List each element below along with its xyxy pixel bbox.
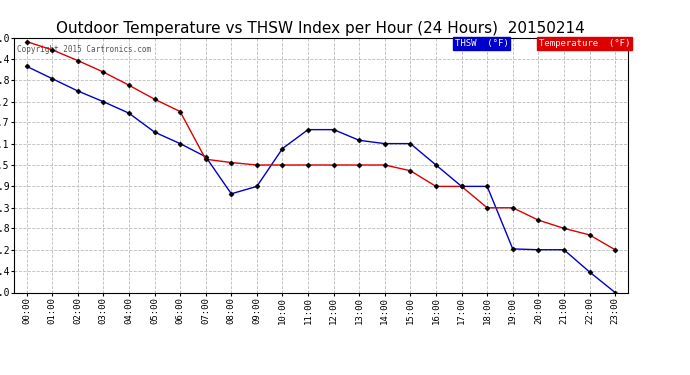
Text: THSW  (°F): THSW (°F) <box>455 39 509 48</box>
Text: Temperature  (°F): Temperature (°F) <box>539 39 630 48</box>
Title: Outdoor Temperature vs THSW Index per Hour (24 Hours)  20150214: Outdoor Temperature vs THSW Index per Ho… <box>57 21 585 36</box>
Text: Copyright 2015 Cartronics.com: Copyright 2015 Cartronics.com <box>17 45 151 54</box>
